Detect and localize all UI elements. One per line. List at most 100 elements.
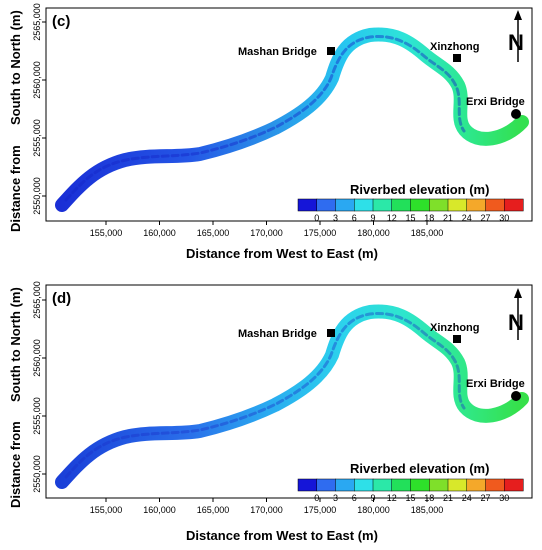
legend-tick-label: 6 [352,493,357,503]
x-tick-label: 180,000 [357,228,390,238]
y-tick-label: 2565,000 [32,3,42,41]
x-tick-label: 180,000 [357,505,390,515]
y-axis-title-line1: Distance from [8,145,23,232]
x-tick-label: 155,000 [90,505,123,515]
erxi-bridge-label: Erxi Bridge [466,378,525,390]
mashan-bridge-label: Mashan Bridge [238,328,317,340]
x-tick-label: 175,000 [304,228,337,238]
legend-tick-label: 24 [462,213,472,223]
legend-swatch [297,198,318,212]
erxi-bridge-marker [511,391,521,401]
legend-swatch [410,198,430,212]
legend-swatch [466,198,487,212]
legend-swatch [391,198,412,212]
svg-text:N: N [508,30,524,55]
map-panel-d: (d) Mashan Bridge Xinzhong Erxi Bridge N… [8,281,533,543]
svg-text:N: N [508,310,524,335]
legend-swatch [485,198,505,212]
xinzhong-label: Xinzhong [430,41,480,53]
x-axis-title: Distance from West to East (m) [186,528,378,543]
legend-swatch [391,478,412,492]
legend-tick-label: 9 [370,213,375,223]
mashan-bridge-label: Mashan Bridge [238,46,317,58]
legend-swatch [316,198,337,212]
legend-tick-label: 18 [424,213,434,223]
river-thalweg [64,34,466,202]
y-tick-label: 2550,000 [32,455,42,493]
x-tick-label: 165,000 [197,505,230,515]
legend-tick-label: 27 [480,213,490,223]
legend-tick-label: 30 [499,493,509,503]
y-tick-label: 2565,000 [32,281,42,319]
legend-tick-label: 0 [314,213,319,223]
legend-tick-label: 27 [480,493,490,503]
legend-swatch [372,478,393,492]
legend-tick-label: 30 [499,213,509,223]
legend-swatch [504,478,524,492]
legend-swatch [335,198,355,212]
legend-title: Riverbed elevation (m) [350,182,489,197]
x-tick-label: 170,000 [250,228,283,238]
legend-tick-label: 18 [424,493,434,503]
legend-swatch [504,198,524,212]
legend-swatch [410,478,430,492]
mashan-bridge-marker [327,47,335,55]
panel-label: (c) [52,13,70,30]
erxi-bridge-label: Erxi Bridge [466,96,525,108]
x-tick-label: 165,000 [197,228,230,238]
legend-tick-label: 15 [405,493,415,503]
legend-tick-label: 21 [443,493,453,503]
y-tick-label: 2560,000 [32,61,42,99]
y-tick-label: 2560,000 [32,339,42,377]
river-channel [55,27,529,212]
legend-swatch [297,478,318,492]
legend-tick-label: 3 [333,213,338,223]
legend-title: Riverbed elevation (m) [350,461,489,476]
legend-tick-label: 6 [352,213,357,223]
y-tick-label: 2555,000 [32,119,42,157]
y-axis-title-line2: South to North (m) [8,287,23,402]
legend-swatch [372,198,393,212]
x-tick-label: 160,000 [143,505,176,515]
legend-tick-label: 21 [443,213,453,223]
mashan-bridge-marker [327,329,335,337]
north-arrow-icon: N [508,10,524,62]
x-axis-title: Distance from West to East (m) [186,246,378,261]
legend-swatch [429,198,449,212]
xinzhong-marker [453,335,461,343]
x-tick-label: 160,000 [143,228,176,238]
legend-swatch [429,478,449,492]
north-arrow-icon: N [508,288,524,340]
legend-tick-label: 12 [387,493,397,503]
river-thalweg [64,311,466,479]
x-tick-label: 155,000 [90,228,123,238]
xinzhong-marker [453,54,461,62]
panel-label: (d) [52,290,71,307]
legend-tick-label: 15 [405,213,415,223]
legend-tick-label: 24 [462,493,472,503]
legend-swatch [354,478,374,492]
x-tick-label: 185,000 [411,228,444,238]
y-axis-title-line2: South to North (m) [8,10,23,125]
y-tick-label: 2555,000 [32,397,42,435]
legend-swatch [466,478,487,492]
legend-swatch [316,478,337,492]
x-tick-label: 185,000 [411,505,444,515]
x-tick-label: 170,000 [250,505,283,515]
legend-tick-label: 3 [333,493,338,503]
legend-colorbar: 0 3 6 9 12 15 18 21 24 27 30 [297,198,524,223]
y-tick-label: 2550,000 [32,177,42,215]
legend-swatch [485,478,505,492]
xinzhong-label: Xinzhong [430,322,480,334]
river-channel [55,304,529,489]
legend-swatch [447,198,468,212]
erxi-bridge-marker [511,109,521,119]
legend-swatch [447,478,468,492]
legend-swatch [354,198,374,212]
legend-swatch [335,478,355,492]
legend-tick-label: 12 [387,213,397,223]
x-tick-label: 175,000 [304,505,337,515]
legend-tick-label: 0 [314,493,319,503]
